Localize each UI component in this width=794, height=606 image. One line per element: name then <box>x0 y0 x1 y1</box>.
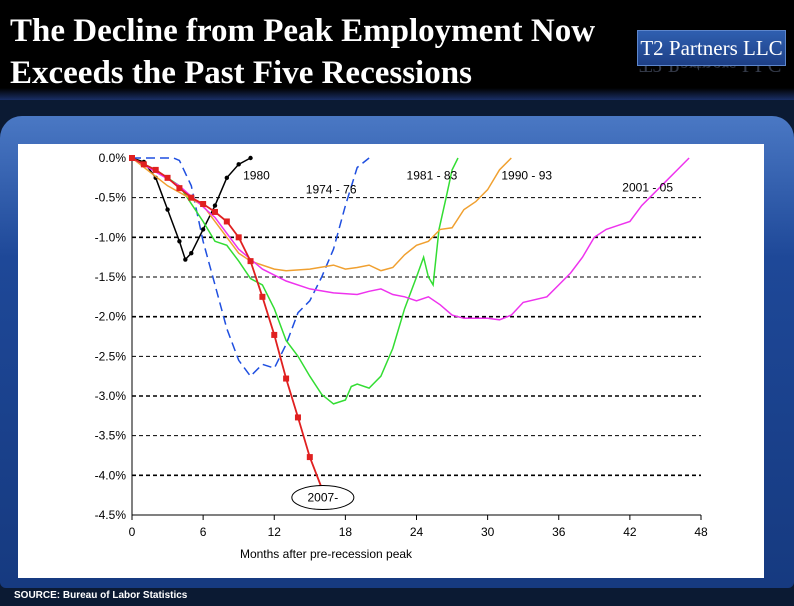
series-label-2007: 2007- <box>308 491 339 505</box>
slide-title: The Decline from Peak Employment Now Exc… <box>10 13 596 91</box>
series-line-2001-05 <box>131 157 690 321</box>
line-chart: 0.0% -0.5% -1.0% -1.5% -2.0% -2.5% -3.0% -3.5% -… <box>95 151 708 561</box>
data-point-marker <box>212 203 218 208</box>
y-tick-label: -0.5% <box>95 191 127 205</box>
x-tick-label: 30 <box>481 525 495 539</box>
series-labels: 1974 - 76 1980 1981 - 83 1990 - 93 2001 - 05… <box>243 168 673 511</box>
data-point-marker <box>224 175 230 181</box>
data-point-marker <box>236 162 241 167</box>
brand-logo-reflection: T2 Partners LLC <box>637 66 784 82</box>
x-tick-label: 48 <box>694 525 708 539</box>
x-tick-label: 24 <box>410 525 424 539</box>
series-lines <box>129 155 690 492</box>
chart-card: 0.0% -0.5% -1.0% -1.5% -2.0% -2.5% -3.0% -3.5% -… <box>18 144 764 578</box>
y-tick-label: -4.5% <box>95 508 127 522</box>
series-label-1980: 1980 <box>243 168 270 182</box>
data-point-marker <box>235 234 242 241</box>
series-label-1974: 1974 - 76 <box>306 183 357 197</box>
brand-logo: T2 Partners LLC <box>637 30 786 66</box>
y-tick-label: -1.5% <box>95 270 127 284</box>
x-tick-label: 12 <box>268 525 282 539</box>
x-tick-label: 6 <box>200 525 207 539</box>
series-label-1990: 1990 - 93 <box>501 168 552 182</box>
data-point-marker <box>306 454 313 461</box>
y-tick-label: -2.0% <box>95 310 127 324</box>
y-tick-label: -3.0% <box>95 389 127 403</box>
data-point-marker <box>129 155 135 161</box>
axes: 0.0% -0.5% -1.0% -1.5% -2.0% -2.5% -3.0% -3.5% -… <box>95 151 708 539</box>
data-point-marker <box>165 207 170 212</box>
data-point-marker <box>271 331 278 338</box>
series-label-1981: 1981 - 83 <box>407 168 458 182</box>
data-point-marker <box>183 257 188 262</box>
data-point-marker <box>164 174 171 181</box>
series-line-1981-83 <box>131 157 459 405</box>
data-point-marker <box>188 194 195 201</box>
data-point-marker <box>200 201 207 208</box>
x-axis-title: Months after pre-recession peak <box>240 547 413 561</box>
x-tick-label: 36 <box>552 525 566 539</box>
y-tick-label: -2.5% <box>95 349 127 363</box>
data-point-marker <box>140 161 147 168</box>
y-tick-label: -3.5% <box>95 429 127 443</box>
data-point-marker <box>223 218 230 225</box>
data-point-marker <box>176 185 183 192</box>
data-point-marker <box>248 155 253 161</box>
data-point-marker <box>211 208 218 215</box>
y-tick-label: -1.0% <box>95 230 127 244</box>
series-label-2001: 2001 - 05 <box>622 180 673 194</box>
y-tick-label: -4.0% <box>95 468 127 482</box>
data-point-marker <box>283 375 290 382</box>
series-line-2007 <box>131 157 323 489</box>
series-label-2007-ellipse <box>291 485 355 511</box>
y-tick-label: 0.0% <box>99 151 127 165</box>
data-point-marker <box>259 293 266 300</box>
x-tick-label: 18 <box>339 525 353 539</box>
source-note: SOURCE: Bureau of Labor Statistics <box>14 590 188 601</box>
data-point-marker <box>200 227 206 232</box>
data-point-marker <box>152 166 159 173</box>
data-point-marker <box>247 258 254 265</box>
title-bar: The Decline from Peak Employment Now Exc… <box>0 0 794 100</box>
x-tick-label: 42 <box>623 525 637 539</box>
data-point-marker <box>294 414 301 421</box>
data-point-marker <box>189 251 194 256</box>
x-tick-label: 0 <box>129 525 136 539</box>
series-line-1974-76 <box>132 157 370 378</box>
data-point-marker <box>177 239 182 244</box>
